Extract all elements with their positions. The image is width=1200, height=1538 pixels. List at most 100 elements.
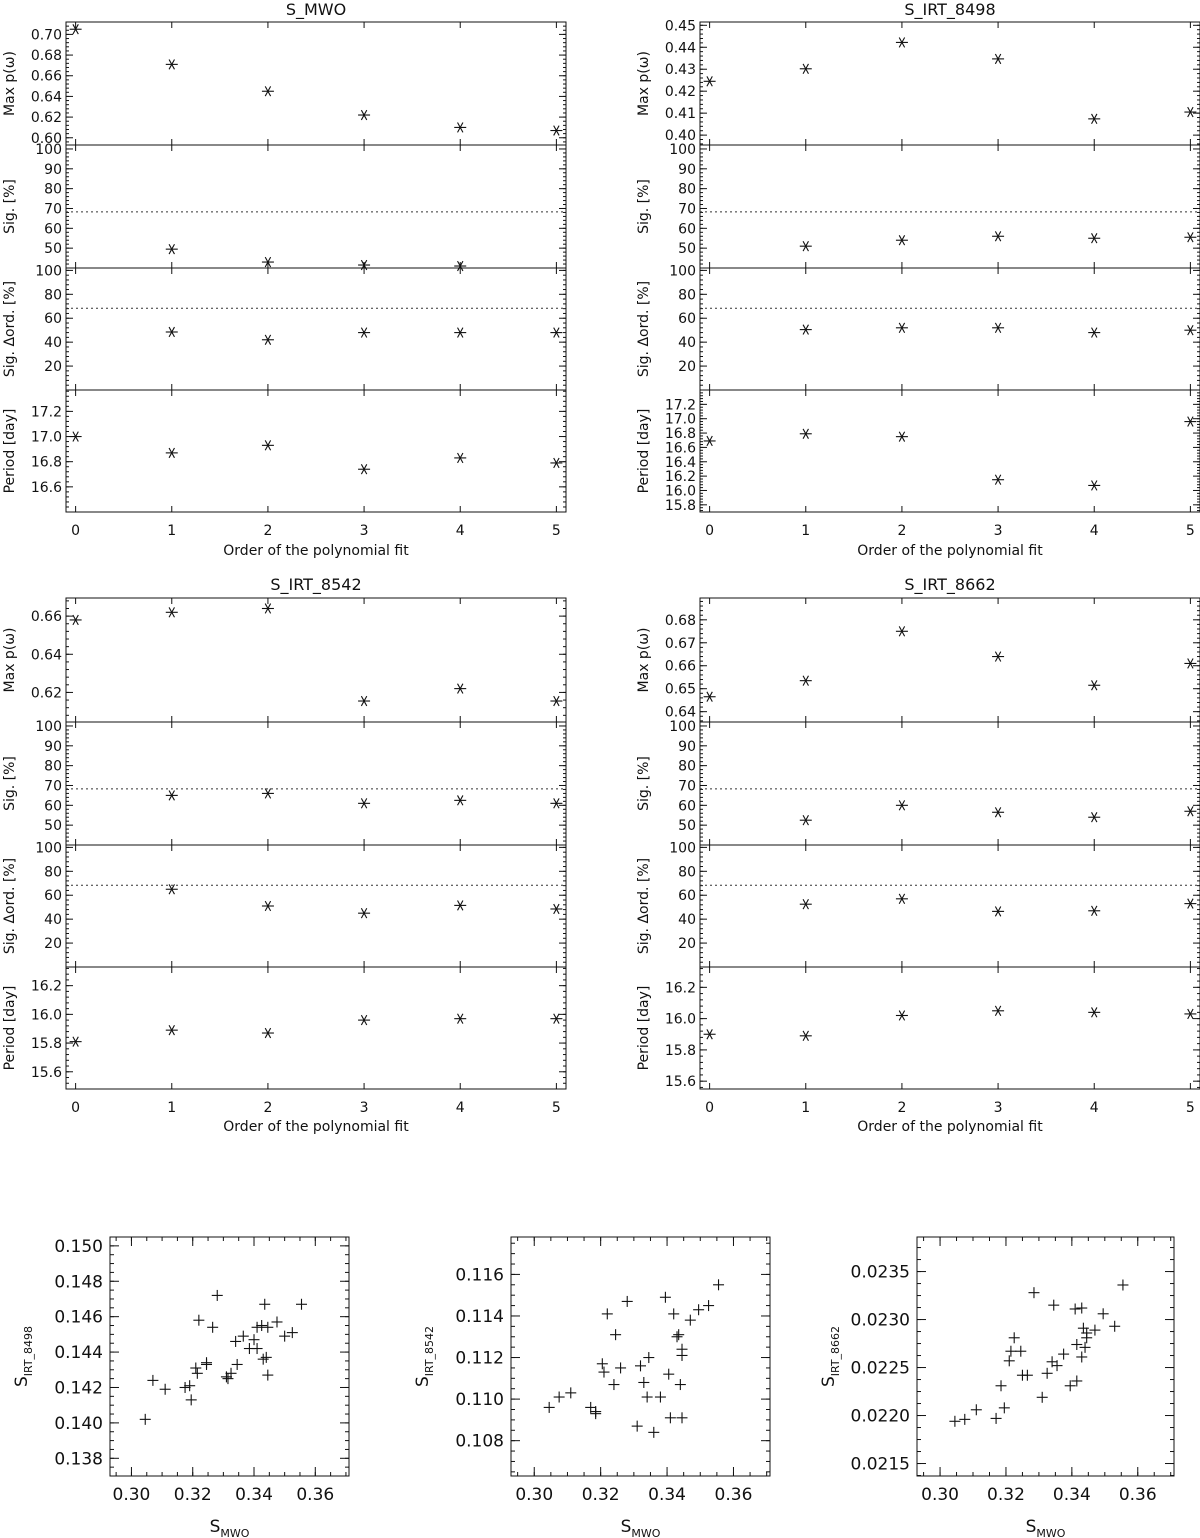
data-point — [261, 788, 274, 799]
data-point — [895, 322, 908, 333]
y-tick-label: 16.0 — [31, 1007, 62, 1023]
x-tick-label: 4 — [1090, 523, 1099, 539]
y-tick-label: 90 — [44, 162, 62, 178]
panel-frame — [65, 597, 567, 723]
data-point — [1015, 1345, 1027, 1357]
y-tick-label: 80 — [678, 287, 696, 303]
panel-frame — [699, 966, 1200, 1090]
y-tick-label: 50 — [678, 818, 696, 834]
y-axis-label: SIRT_8662 — [819, 1326, 842, 1387]
panel-2: 20 40 60 80 100 Sig. Δord. [%] — [2, 263, 567, 391]
data-point — [671, 1331, 683, 1343]
data-point — [1088, 680, 1101, 691]
data-point — [358, 109, 371, 121]
data-point — [990, 1412, 1002, 1424]
y-axis-label: Period [day] — [2, 986, 18, 1071]
y-tick-label: 60 — [44, 798, 62, 814]
y-axis-label: Max p(ω) — [636, 51, 652, 116]
panel-1: 50 60 70 80 90 100 Sig. [%] — [2, 142, 567, 272]
data-point — [799, 815, 812, 826]
data-point — [895, 893, 908, 905]
panel-frame — [65, 267, 567, 391]
data-point — [261, 440, 274, 451]
panel-0: 0.60 0.62 0.64 0.66 0.68 0.70 Max p(ω) — [2, 21, 567, 147]
y-tick-label: 0.64 — [31, 647, 62, 663]
y-tick-label: 80 — [44, 864, 62, 880]
y-tick-label: 70 — [678, 201, 696, 217]
x-tick-label: 0 — [71, 523, 80, 539]
y-tick-label: 17.0 — [665, 412, 696, 428]
y-tick-label: 0.108 — [455, 1432, 504, 1452]
x-tick-label: 0.30 — [113, 1485, 151, 1505]
y-tick-label: 100 — [35, 263, 62, 279]
data-point — [641, 1391, 653, 1403]
y-axis-label: Sig. [%] — [2, 179, 18, 234]
y-tick-label: 100 — [35, 840, 62, 856]
data-point — [260, 1351, 272, 1363]
y-tick-label: 17.2 — [31, 404, 62, 420]
data-point — [673, 1329, 685, 1341]
y-tick-label: 0.64 — [665, 705, 696, 721]
y-axis-label: SIRT_8542 — [413, 1326, 436, 1387]
y-axis-label: Max p(ω) — [636, 628, 652, 693]
y-tick-label: 50 — [678, 241, 696, 257]
y-tick-label: 0.116 — [455, 1265, 504, 1285]
data-point — [454, 327, 467, 338]
data-point — [69, 614, 82, 626]
data-point — [159, 1383, 171, 1395]
y-tick-label: 16.4 — [665, 455, 696, 471]
panel-3: 15.816.016.216.416.616.817.017.2 Period [… — [636, 389, 1200, 514]
data-point — [895, 1010, 908, 1021]
data-point — [663, 1368, 675, 1380]
data-point — [251, 1343, 263, 1355]
data-point — [1097, 1308, 1109, 1320]
data-point — [643, 1352, 655, 1364]
y-tick-label: 15.6 — [31, 1065, 62, 1081]
y-tick-label: 0.62 — [31, 110, 62, 126]
x-axis-label: Order of the polynomial fit — [223, 1119, 409, 1135]
panel-frame — [699, 721, 1200, 846]
data-point — [638, 1376, 650, 1388]
data-point — [684, 1314, 696, 1326]
panel-3: 16.6 16.8 17.0 17.2 Period [day] — [2, 389, 567, 513]
x-tick-label: 0.32 — [582, 1485, 620, 1505]
y-tick-label: 0.65 — [665, 682, 696, 698]
data-point — [1081, 1332, 1093, 1344]
y-tick-label: 0.112 — [455, 1349, 504, 1369]
data-point — [237, 1330, 249, 1342]
y-tick-label: 16.2 — [31, 979, 62, 995]
y-tick-label: 0.60 — [31, 131, 62, 147]
data-point — [1184, 232, 1197, 243]
data-point — [1069, 1303, 1081, 1315]
x-tick-label: 5 — [1186, 523, 1195, 539]
data-point — [676, 1349, 688, 1361]
y-tick-label: 0.0225 — [851, 1359, 910, 1379]
y-tick-label: 0.138 — [54, 1449, 103, 1469]
panel-frame — [699, 844, 1200, 968]
data-point — [621, 1295, 633, 1307]
x-tick-label: 0.30 — [515, 1485, 553, 1505]
y-tick-label: 40 — [44, 335, 62, 351]
x-tick-label: 2 — [263, 1100, 272, 1116]
data-point — [598, 1366, 610, 1378]
data-point — [1088, 812, 1101, 823]
y-tick-label: 0.41 — [665, 106, 696, 122]
y-tick-label: 20 — [44, 936, 62, 952]
y-tick-label: 40 — [44, 912, 62, 928]
data-point — [799, 899, 812, 910]
data-point — [615, 1362, 627, 1374]
data-point — [296, 1298, 308, 1310]
data-point — [230, 1335, 242, 1347]
data-point — [179, 1381, 191, 1393]
data-point — [1051, 1360, 1063, 1372]
data-point — [1079, 1341, 1091, 1353]
panel-frame — [699, 389, 1200, 513]
data-point — [139, 1413, 151, 1425]
y-tick-label: 50 — [44, 241, 62, 257]
data-point — [553, 1391, 565, 1403]
panel-0: 0.40 0.41 0.42 0.43 0.44 0.45 Max p(ω) — [636, 18, 1200, 146]
panel-1: 50 60 70 80 90 100 Sig. [%] — [2, 719, 567, 846]
y-tick-label: 15.6 — [665, 1074, 696, 1090]
